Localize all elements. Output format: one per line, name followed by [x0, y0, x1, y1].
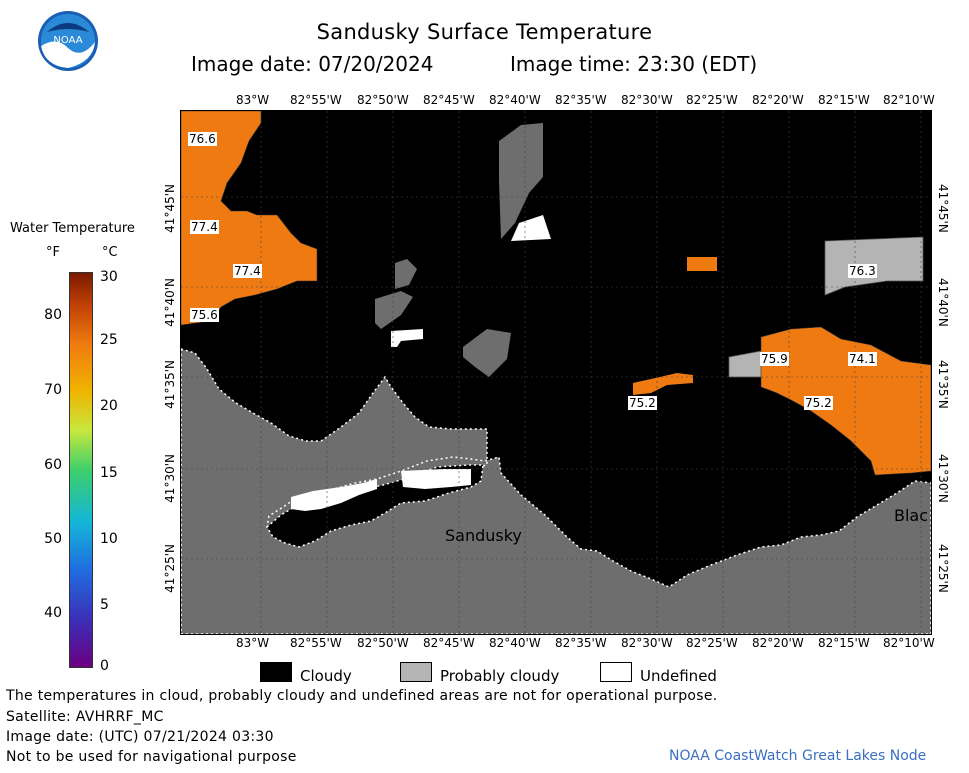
legend-swatch-undefined: [600, 662, 632, 682]
colorbar-tick-f: 80: [44, 307, 62, 323]
undefined-area: [511, 215, 551, 241]
temp-label: 75.2: [628, 396, 657, 410]
probably-cloudy-area: [499, 123, 543, 239]
warm-water-area: [760, 326, 931, 476]
colorbar-tick-f: 60: [44, 457, 62, 473]
legend-label-cloudy: Cloudy: [300, 667, 352, 685]
lon-label: 82°10'W: [883, 93, 935, 107]
lat-label: 41°45'N: [936, 184, 950, 233]
probably-cloudy-area: [463, 329, 511, 377]
legend-label-probably-cloudy: Probably cloudy: [440, 667, 560, 685]
colorbar: [69, 272, 93, 668]
image-date: Image date: 07/20/2024: [191, 52, 434, 76]
lon-label: 82°55'W: [290, 636, 342, 650]
lat-label: 41°40'N: [163, 278, 177, 327]
map-title: Sandusky Surface Temperature: [316, 20, 653, 44]
lon-label: 82°40'W: [489, 93, 541, 107]
lon-label: 83°W: [236, 93, 270, 107]
colorbar-tick-c: 0: [100, 658, 109, 674]
lat-label: 41°30'N: [163, 454, 177, 503]
undefined-area: [291, 479, 377, 511]
colorbar-tick-f: 50: [44, 531, 62, 547]
lon-label: 82°10'W: [883, 636, 935, 650]
lon-label: 82°50'W: [357, 93, 409, 107]
lat-label: 41°40'N: [936, 278, 950, 327]
lon-label: 82°20'W: [752, 636, 804, 650]
lon-label: 82°35'W: [555, 636, 607, 650]
temp-label: 75.2: [804, 396, 833, 410]
lon-label: 82°30'W: [621, 636, 673, 650]
footer-navigation: Not to be used for navigational purpose: [6, 749, 297, 765]
lon-label: 82°25'W: [686, 93, 738, 107]
lon-label: 82°30'W: [621, 93, 673, 107]
lon-label: 82°45'W: [423, 636, 475, 650]
temp-label: 77.4: [233, 264, 262, 278]
grid-lines: [181, 111, 931, 634]
colorbar-title: Water Temperature: [10, 221, 135, 236]
warm-water-area: [633, 373, 693, 395]
colorbar-tick-c: 30: [100, 269, 118, 285]
lon-label: 82°45'W: [423, 93, 475, 107]
temp-label: 75.9: [760, 352, 789, 366]
map-area[interactable]: [180, 110, 932, 635]
temp-label: 77.4: [190, 220, 219, 234]
lon-label: 82°50'W: [357, 636, 409, 650]
noaa-logo: NOAA: [38, 11, 98, 71]
lon-label: 82°15'W: [818, 636, 870, 650]
footer-credit[interactable]: NOAA CoastWatch Great Lakes Node: [669, 748, 927, 764]
colorbar-tick-c: 25: [100, 332, 118, 348]
city-label-black: Blac: [894, 506, 929, 525]
colorbar-tick-c: 20: [100, 398, 118, 414]
undefined-area: [401, 469, 471, 489]
logo-text: NOAA: [53, 35, 82, 46]
lon-label: 82°55'W: [290, 93, 342, 107]
lat-label: 41°25'N: [936, 544, 950, 593]
temp-label: 76.6: [188, 132, 217, 146]
map-image: [181, 111, 931, 634]
lat-label: 41°35'N: [163, 360, 177, 409]
lon-label: 82°15'W: [818, 93, 870, 107]
warm-water-area: [181, 111, 318, 326]
temp-label: 76.3: [848, 264, 877, 278]
probably-cloudy-area: [375, 291, 413, 329]
city-label-sandusky: Sandusky: [445, 526, 522, 545]
temp-label: 75.6: [190, 308, 219, 322]
lon-label: 82°20'W: [752, 93, 804, 107]
image-time: Image time: 23:30 (EDT): [510, 52, 758, 76]
colorbar-tick-f: 70: [44, 382, 62, 398]
colorbar-tick-f: 40: [44, 605, 62, 621]
footer-disclaimer: The temperatures in cloud, probably clou…: [6, 688, 718, 704]
lon-label: 82°35'W: [555, 93, 607, 107]
warm-water-area: [687, 257, 717, 271]
lon-label: 82°40'W: [489, 636, 541, 650]
lat-label: 41°30'N: [936, 454, 950, 503]
temp-label: 74.1: [848, 352, 877, 366]
colorbar-tick-c: 5: [100, 597, 109, 613]
lon-label: 82°25'W: [686, 636, 738, 650]
probably-cloudy-area: [395, 259, 417, 289]
colorbar-unit-c: °C: [102, 245, 118, 260]
legend-swatch-cloudy: [260, 662, 292, 682]
footer-satellite: Satellite: AVHRRF_MC: [6, 709, 164, 725]
legend-label-undefined: Undefined: [640, 667, 717, 685]
lat-label: 41°25'N: [163, 544, 177, 593]
lat-label: 41°45'N: [163, 184, 177, 233]
lat-label: 41°35'N: [936, 360, 950, 409]
colorbar-unit-f: °F: [46, 245, 60, 260]
lon-label: 83°W: [236, 636, 270, 650]
colorbar-tick-c: 10: [100, 531, 118, 547]
undefined-area: [391, 329, 423, 347]
footer-utc-date: Image date: (UTC) 07/21/2024 03:30: [6, 729, 274, 745]
legend-swatch-probably-cloudy: [400, 662, 432, 682]
land-area: [181, 348, 931, 634]
colorbar-tick-c: 15: [100, 465, 118, 481]
